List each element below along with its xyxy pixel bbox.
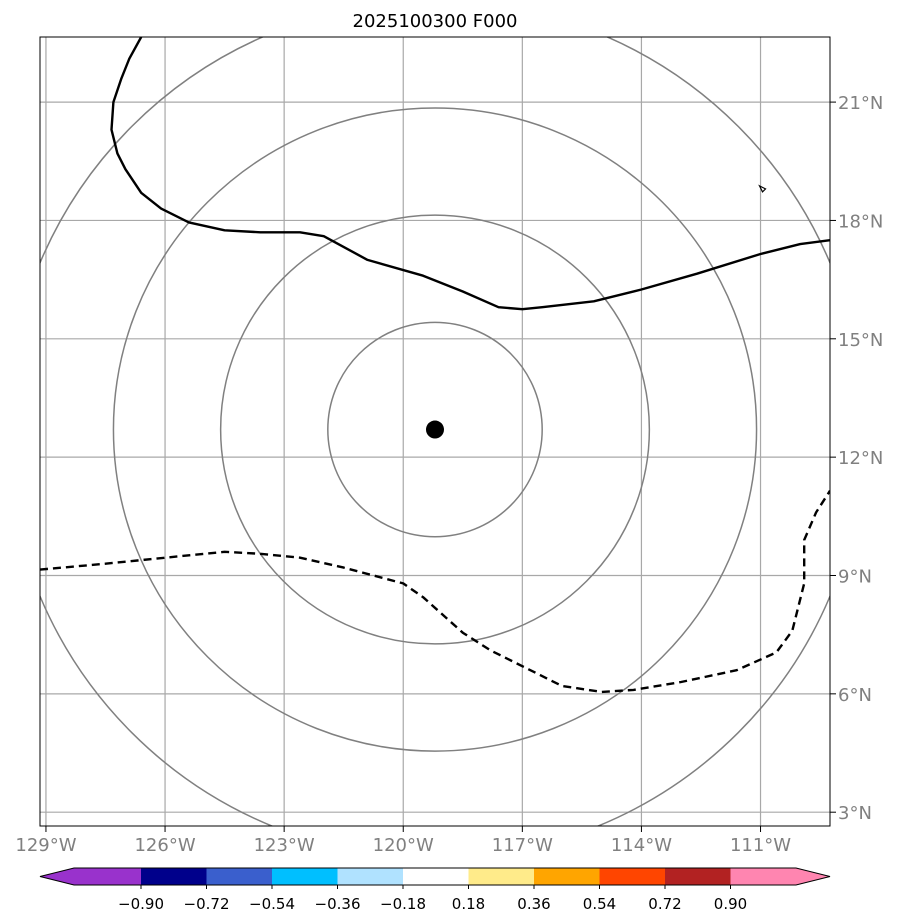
colorbar-tick-label: 0.36 xyxy=(517,895,550,913)
colorbar-band xyxy=(403,868,469,885)
lat-tick-label: 18°N xyxy=(838,211,883,232)
contours xyxy=(40,37,830,694)
colorbar-band xyxy=(337,868,404,885)
lon-tick-label: 114°W xyxy=(611,835,672,856)
lon-tick-label: 126°W xyxy=(134,835,195,856)
range-ring-2 xyxy=(219,214,651,645)
range-rings xyxy=(40,37,830,826)
lon-tick-label: 129°W xyxy=(15,835,76,856)
map-frame xyxy=(39,36,831,827)
colorbar: −0.90 −0.72 −0.54 −0.36 −0.18 0.18 0.36 0.54 0.7… xyxy=(39,867,831,913)
colorbar-band xyxy=(534,868,600,885)
lon-tick-label: 120°W xyxy=(373,835,434,856)
gridlines xyxy=(40,37,830,826)
colorbar-band xyxy=(599,868,666,885)
colorbar-outline xyxy=(39,867,831,886)
colorbar-tick-label: 0.90 xyxy=(714,895,747,913)
colorbar-extend-low xyxy=(40,868,141,885)
lat-tick-label: 21°N xyxy=(838,93,883,114)
colorbar-tick-label: −0.54 xyxy=(249,895,295,913)
colorbar-tick-label: −0.90 xyxy=(118,895,164,913)
colorbar-tick-label: 0.18 xyxy=(452,895,485,913)
range-ring-3 xyxy=(112,107,758,752)
colorbar-band xyxy=(468,868,535,885)
lat-tick-label: 15°N xyxy=(838,330,883,351)
solid-contour-line xyxy=(110,37,830,311)
range-ring-1 xyxy=(327,321,543,538)
longitude-ticks: 129°W 126°W 123°W 120°W 117°W 114°W 111°W xyxy=(15,826,791,856)
lat-tick-label: 12°N xyxy=(838,448,883,469)
latitude-ticks: 3°N 6°N 9°N 12°N 15°N 18°N 21°N xyxy=(830,93,883,824)
markers xyxy=(426,184,767,439)
lat-tick-label: 3°N xyxy=(838,803,872,824)
island-outline xyxy=(758,184,767,193)
lon-tick-label: 123°W xyxy=(254,835,315,856)
colorbar-tick-label: −0.18 xyxy=(380,895,426,913)
lon-tick-label: 117°W xyxy=(492,835,553,856)
colorbar-tick-label: 0.72 xyxy=(648,895,681,913)
lat-tick-label: 9°N xyxy=(838,566,872,587)
chart-title: 2025100300 F000 xyxy=(353,11,518,32)
colorbar-band xyxy=(272,868,338,885)
colorbar-tick-label: 0.54 xyxy=(583,895,616,913)
colorbar-extend-high xyxy=(730,868,830,885)
lon-tick-label: 111°W xyxy=(730,835,791,856)
colorbar-band xyxy=(665,868,731,885)
storm-center-marker xyxy=(426,420,444,439)
colorbar-tick-label: −0.36 xyxy=(315,895,361,913)
colorbar-band xyxy=(141,868,207,885)
colorbar-band xyxy=(206,868,273,885)
colorbar-tick-label: −0.72 xyxy=(184,895,230,913)
dashed-contour-line xyxy=(40,490,830,694)
map-area xyxy=(40,37,830,826)
lat-tick-label: 6°N xyxy=(838,685,872,706)
